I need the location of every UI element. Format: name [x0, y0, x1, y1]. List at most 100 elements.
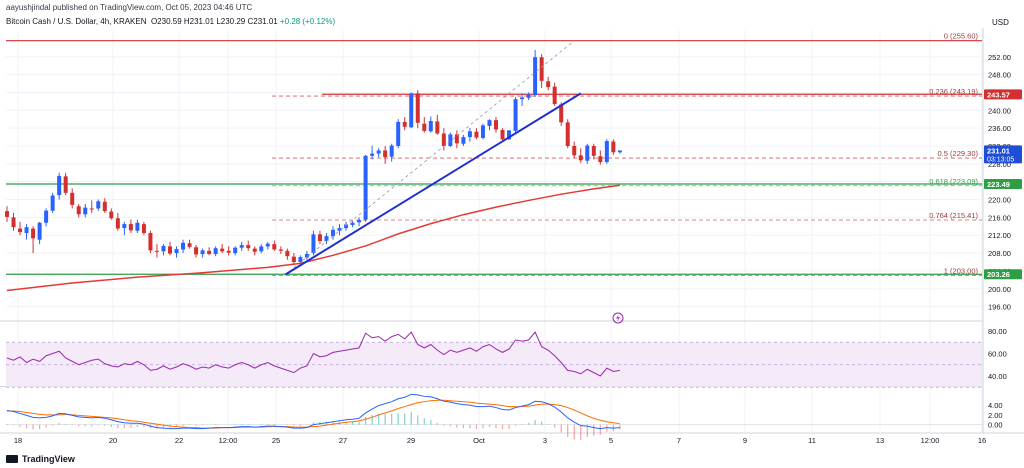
candle [487, 120, 492, 126]
candle [174, 249, 179, 254]
x-tick-label: 16 [978, 436, 986, 445]
candle [233, 247, 238, 254]
candle [317, 234, 322, 242]
candle [194, 247, 199, 255]
candle [181, 242, 186, 250]
x-tick-label: 11 [808, 436, 816, 445]
fib-levels: 0 (255.60) 0.236 (243.19) 0.5 (229.30) 0.61… [272, 32, 982, 276]
x-tick-label: 18 [14, 436, 22, 445]
candle [578, 155, 583, 161]
candle [526, 94, 531, 98]
fib-label: 0 (255.60) [944, 32, 979, 41]
candle [617, 150, 622, 153]
fib-label: 0.618 (223.09) [929, 177, 978, 186]
macd-pane [6, 393, 982, 440]
candle [585, 145, 590, 161]
candle [5, 211, 9, 217]
macd-tick-label: 0.00 [988, 421, 1003, 430]
tradingview-logo-icon [6, 455, 18, 463]
fib-anchor-line [284, 40, 575, 276]
candle [70, 192, 75, 205]
candle [454, 134, 459, 144]
horizontal-levels [6, 40, 982, 275]
x-tick-label: 27 [339, 436, 347, 445]
candle [513, 99, 518, 131]
candle [109, 211, 114, 219]
price-label-box [984, 269, 1022, 280]
y-tick-label: 248.00 [988, 71, 1011, 80]
candle [239, 245, 244, 248]
price-label-text: 203.26 [987, 270, 1010, 279]
candle [350, 222, 355, 225]
x-tick-label: 12:00 [921, 436, 940, 445]
candle [428, 121, 433, 132]
candle [304, 253, 309, 258]
y-tick-label: 236.00 [988, 124, 1011, 133]
candle [24, 227, 29, 233]
candle [611, 141, 616, 153]
price-label-box [984, 89, 1022, 100]
y-tick-label: 212.00 [988, 231, 1011, 240]
candle [115, 218, 120, 229]
y-tick-label: 196.00 [988, 303, 1011, 312]
lightning-icon [612, 312, 624, 324]
candle [252, 248, 257, 252]
trend-line [284, 92, 582, 276]
candle [546, 81, 551, 88]
macd-tick-label: 2.00 [988, 411, 1003, 420]
x-tick-label: 13 [876, 436, 884, 445]
rsi-tick-label: 80.00 [988, 327, 1007, 336]
x-tick-label: 7 [677, 436, 681, 445]
candle [154, 250, 159, 252]
price-label-box [984, 145, 1022, 164]
candle [467, 131, 472, 138]
candle [161, 245, 166, 252]
candle [331, 229, 335, 237]
candle [474, 131, 479, 138]
candle [102, 201, 107, 212]
x-tick-label: 9 [743, 436, 747, 445]
publisher-line: aayushjindal published on TradingView.co… [6, 3, 253, 12]
x-tick-label: 5 [609, 436, 613, 445]
candle [311, 234, 316, 254]
y-tick-label: 240.00 [988, 106, 1011, 115]
macd-tick-label: 4.00 [988, 401, 1003, 410]
y-tick-label: 220.00 [988, 196, 1011, 205]
candle [207, 250, 212, 254]
candle [480, 125, 485, 138]
candle [135, 222, 140, 231]
x-tick-label: 29 [407, 436, 415, 445]
price-label-box [984, 178, 1022, 189]
candle [187, 243, 192, 247]
candle [448, 134, 453, 146]
symbol-name[interactable]: Bitcoin Cash / U.S. Dollar, 4h, KRAKEN [6, 17, 147, 26]
candle [141, 224, 146, 233]
candles [5, 50, 622, 265]
brand-footer: TradingView [6, 454, 75, 464]
x-tick-label: Oct [473, 436, 486, 445]
candle [220, 248, 225, 252]
y-tick-label: 200.00 [988, 285, 1011, 294]
misc [612, 312, 624, 324]
price-label-text: 231.01 [987, 146, 1010, 155]
countdown-label: 03:13:05 [987, 156, 1014, 163]
candle [226, 250, 231, 253]
y-tick-label: 216.00 [988, 213, 1011, 222]
y-tick-label: 252.00 [988, 53, 1011, 62]
x-tick-label: 20 [109, 436, 117, 445]
fib-label: 0.236 (243.19) [929, 87, 978, 96]
fib-label: 0.764 (215.41) [929, 211, 978, 220]
x-tick-label: 3 [543, 436, 547, 445]
candle [389, 145, 394, 157]
candle [96, 201, 101, 209]
candle [604, 141, 609, 163]
candle [507, 130, 512, 140]
candle [259, 246, 264, 252]
candle [357, 220, 362, 223]
x-tick-label: 12:00 [219, 436, 238, 445]
ohlc-values: O230.59 H231.01 L230.29 C231.01 [150, 17, 278, 26]
rsi-pane [6, 331, 982, 388]
candle [565, 122, 570, 146]
